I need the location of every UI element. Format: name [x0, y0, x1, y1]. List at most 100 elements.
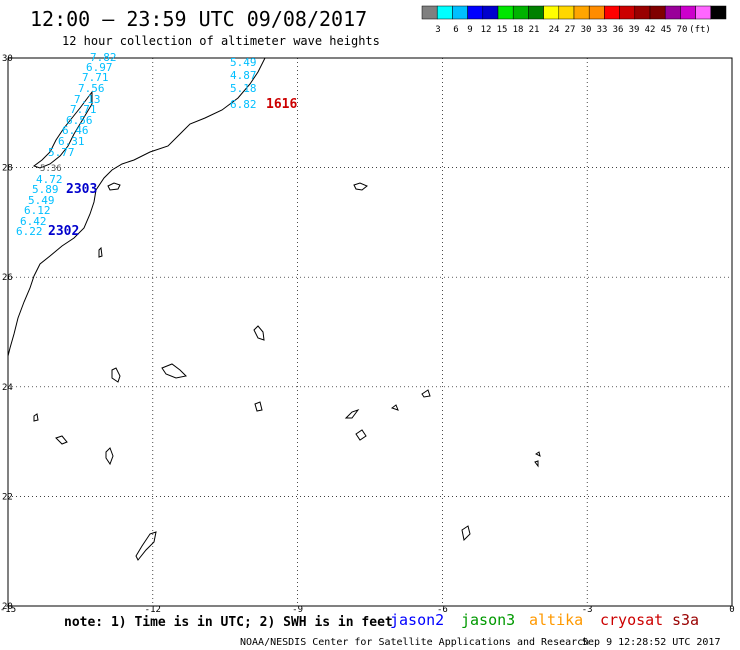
legend-swatch	[512, 5, 529, 20]
island-small-6	[254, 401, 263, 412]
legend-label: 12	[481, 25, 492, 35]
wave-label: 6.82	[230, 98, 257, 111]
latitude-label: 28	[2, 164, 13, 174]
legend-label: 24	[549, 25, 560, 35]
track-id-label: 1616	[266, 97, 297, 112]
legend-swatch	[710, 5, 727, 20]
legend-swatch	[680, 5, 696, 20]
legend-label: 36	[613, 25, 624, 35]
mission-label-s3a: s3a	[672, 611, 699, 629]
legend-swatch	[604, 5, 620, 20]
legend-label: 9	[467, 25, 472, 35]
legend-label: 45	[661, 25, 672, 35]
island-small-2	[353, 182, 368, 191]
island-small-1	[107, 182, 121, 191]
legend-label: 42	[645, 25, 656, 35]
mission-legend: jason2 jason3 altika cryosat s3a	[390, 611, 699, 629]
latitude-label: 30	[2, 54, 13, 64]
island-medium-2	[161, 363, 188, 379]
legend-swatch	[695, 5, 712, 20]
island-small-7	[344, 409, 360, 419]
legend-swatch	[558, 5, 575, 20]
mission-label-altika: altika	[529, 611, 583, 629]
map-subtitle: 12 hour collection of altimeter wave hei…	[62, 34, 380, 48]
wave-label: 6.42	[20, 215, 47, 228]
mission-label-jason2: jason2	[390, 611, 444, 629]
legend-label: 30	[581, 25, 592, 35]
wave-label: 5.18	[230, 82, 257, 95]
island-medium-3	[111, 367, 121, 383]
legend-swatch	[619, 5, 636, 20]
island-small-12	[534, 460, 539, 468]
latitude-label: 26	[2, 273, 13, 283]
latitude-label: 22	[2, 492, 13, 502]
legend-swatch	[497, 5, 514, 20]
legend-label: 15	[497, 25, 508, 35]
wave-label: 7.56	[78, 82, 105, 95]
legend-swatch	[482, 5, 499, 20]
map-frame	[7, 57, 733, 607]
island-small-3	[98, 246, 103, 258]
island-lanzarote	[32, 90, 93, 169]
africa-coastline	[7, 57, 266, 357]
wave-label: 6.22	[16, 225, 43, 238]
legend-swatch	[664, 5, 681, 20]
island-small-11	[535, 451, 541, 457]
longitude-label: -9	[292, 605, 303, 615]
legend-swatch	[634, 5, 651, 20]
footer-timestamp: Sep 9 12:28:52 UTC 2017	[582, 637, 720, 648]
wave-label: 6.97	[86, 61, 113, 74]
wave-label: 7.71	[82, 71, 109, 84]
wave-label: 5.36	[40, 164, 62, 174]
island-small-5	[55, 435, 68, 445]
mission-label-jason3: jason3	[461, 611, 515, 629]
island-small-9	[390, 404, 399, 411]
wave-label: 5.77	[48, 146, 75, 159]
legend-label: 18	[513, 25, 524, 35]
legend-swatch	[528, 5, 544, 20]
wave-label: 5.89	[32, 183, 59, 196]
wave-label: 5.49	[230, 56, 257, 69]
legend-label: 6	[453, 25, 458, 35]
legend-swatch	[436, 5, 453, 20]
legend-label: (ft)	[689, 25, 711, 35]
map-title: 12:00 – 23:59 UTC 09/08/2017	[30, 7, 367, 31]
wave-label: 5.49	[28, 194, 55, 207]
legend-label: 21	[529, 25, 540, 35]
island-small-4	[33, 413, 39, 422]
wave-label: 4.72	[36, 173, 63, 186]
legend-label: 33	[597, 25, 608, 35]
legend-swatch	[543, 5, 560, 20]
track-id-label: 2303	[66, 182, 97, 197]
legend-swatch	[573, 5, 590, 20]
island-small-8	[355, 429, 367, 441]
wave-label: 6.56	[66, 114, 93, 127]
island-medium-1	[253, 325, 265, 341]
legend-label: 39	[629, 25, 640, 35]
longitude-label: -12	[145, 605, 161, 615]
footer-credit: NOAA/NESDIS Center for Satellite Applica…	[240, 637, 589, 648]
longitude-label: 0	[729, 605, 734, 615]
legend-label: 27	[565, 25, 576, 35]
longitude-label: -15	[0, 605, 16, 615]
color-legend	[421, 5, 727, 20]
color-legend-labels: 3 6 9 12 15 18 21 24 27 30 33 36 39 42 45 70 (ft)	[435, 25, 711, 35]
track-id-label: 2302	[48, 224, 79, 239]
wave-label: 6.46	[62, 124, 89, 137]
island-elongated	[135, 531, 157, 561]
longitude-labels: -15 -12 -9 -6 -3 0	[0, 605, 735, 615]
legend-label: 3	[435, 25, 440, 35]
latitude-label: 24	[2, 383, 13, 393]
legend-swatch	[467, 5, 484, 20]
legend-swatch	[649, 5, 666, 20]
legend-label: 70	[677, 25, 688, 35]
island-small-13	[461, 525, 471, 542]
islands	[32, 90, 541, 561]
legend-swatch	[452, 5, 468, 20]
latitude-label: 20	[2, 602, 13, 612]
wave-label: 4.87	[230, 69, 257, 82]
legend-swatch	[588, 5, 605, 20]
latitude-labels: 30 28 26 24 22 20	[2, 54, 13, 612]
